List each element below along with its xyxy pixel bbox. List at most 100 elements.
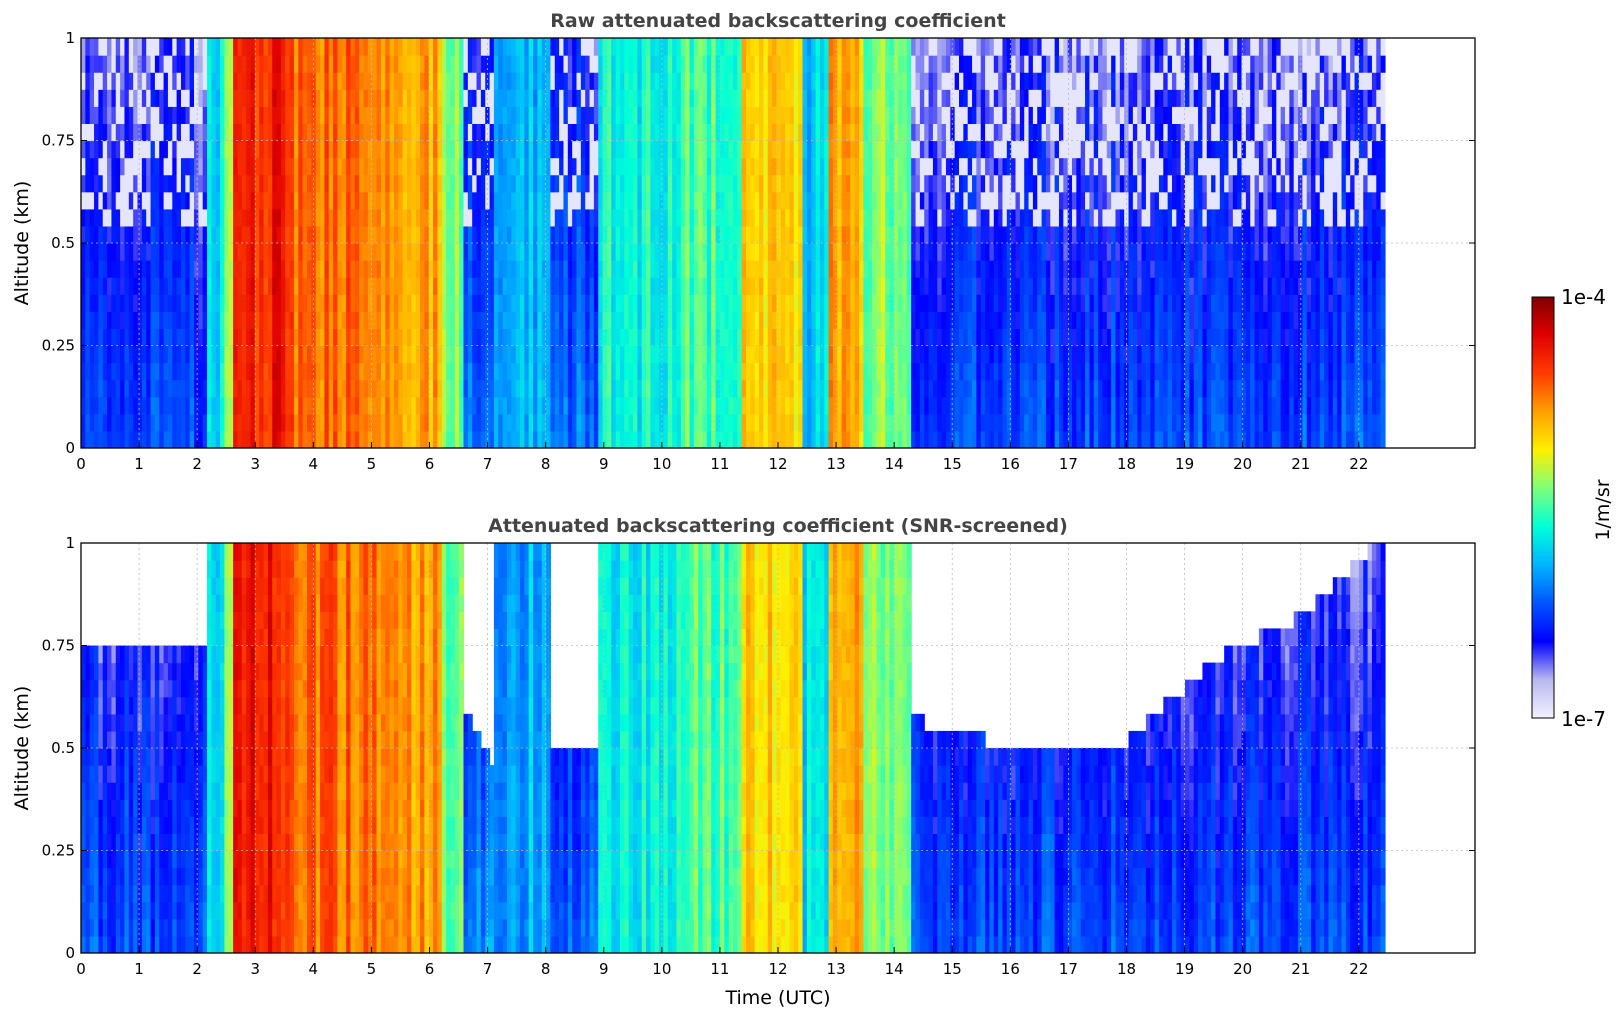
heatmap-cell: [776, 413, 782, 432]
heatmap-cell: [546, 157, 552, 176]
heatmap-cell: [520, 89, 525, 107]
heatmap-cell: [415, 243, 421, 261]
heatmap-cell: [146, 38, 152, 56]
heatmap-cell: [663, 362, 669, 381]
heatmap-cell: [902, 294, 908, 312]
heatmap-cell: [89, 328, 95, 347]
heatmap-cell: [980, 294, 986, 312]
heatmap-cell: [963, 38, 969, 56]
heatmap-cell: [111, 396, 117, 415]
heatmap-cell: [554, 260, 560, 278]
heatmap-cell: [941, 89, 947, 107]
heatmap-cell: [776, 243, 782, 261]
heatmap-cell: [550, 38, 556, 56]
heatmap-cell: [437, 396, 443, 415]
heatmap-cell: [641, 294, 647, 312]
heatmap-cell: [172, 243, 178, 261]
heatmap-cell: [450, 396, 456, 415]
heatmap-cell: [959, 38, 964, 56]
heatmap-cell: [463, 123, 469, 142]
heatmap-cell: [311, 396, 317, 415]
heatmap-cell: [841, 140, 847, 159]
heatmap-cell: [320, 328, 326, 347]
heatmap-cell: [941, 362, 947, 381]
heatmap-cell: [415, 345, 421, 364]
heatmap-cell: [928, 430, 934, 448]
heatmap-cell: [94, 191, 99, 210]
heatmap-cell: [780, 123, 786, 142]
heatmap-cell: [841, 328, 847, 347]
heatmap-cell: [220, 191, 226, 210]
heatmap-cell: [120, 413, 126, 432]
heatmap-cell: [428, 140, 434, 159]
heatmap-cell: [550, 396, 556, 415]
heatmap-cell: [763, 38, 769, 56]
heatmap-cell: [302, 260, 308, 278]
heatmap-cell: [433, 396, 439, 415]
heatmap-cell: [659, 72, 665, 90]
heatmap-cell: [411, 243, 417, 261]
heatmap-cell: [533, 311, 538, 330]
heatmap-cell: [633, 174, 638, 193]
heatmap-cell: [980, 413, 986, 432]
heatmap-cell: [341, 345, 347, 364]
heatmap-cell: [832, 379, 838, 398]
heatmap-cell: [454, 191, 460, 210]
heatmap-cell: [928, 208, 934, 227]
heatmap-cell: [876, 379, 882, 398]
heatmap-cell: [554, 294, 560, 312]
heatmap-cell: [237, 89, 243, 107]
heatmap-cell: [663, 174, 669, 193]
heatmap-cell: [619, 260, 625, 278]
heatmap-cell: [376, 191, 382, 210]
heatmap-cell: [476, 345, 482, 364]
heatmap-cell: [963, 345, 969, 364]
heatmap-cell: [428, 294, 434, 312]
heatmap-cell: [81, 89, 86, 107]
heatmap-cell: [589, 362, 595, 381]
heatmap-cell: [324, 89, 330, 107]
heatmap-cell: [589, 311, 595, 330]
heatmap-cell: [137, 345, 143, 364]
heatmap-cell: [380, 294, 386, 312]
heatmap-cell: [346, 413, 352, 432]
heatmap-cell: [293, 208, 299, 227]
heatmap-cell: [467, 140, 473, 159]
heatmap-cell: [563, 72, 569, 90]
heatmap-cell: [959, 260, 964, 278]
heatmap-cell: [554, 208, 560, 227]
heatmap-cell: [780, 311, 786, 330]
heatmap-cell: [211, 106, 217, 125]
heatmap-cell: [146, 157, 152, 176]
heatmap-cell: [511, 413, 517, 432]
heatmap-cell: [220, 311, 226, 330]
heatmap-cell: [393, 225, 399, 244]
heatmap-cell: [902, 328, 908, 347]
heatmap-cell: [685, 55, 691, 73]
heatmap-cell: [598, 123, 604, 142]
heatmap-cell: [372, 55, 378, 73]
heatmap-cell: [554, 243, 560, 261]
heatmap-cell: [789, 396, 795, 415]
heatmap-cell: [398, 123, 404, 142]
heatmap-cell: [406, 277, 412, 295]
heatmap-cell: [89, 123, 95, 142]
heatmap-cell: [606, 260, 612, 278]
heatmap-cell: [763, 140, 769, 159]
heatmap-cell: [846, 294, 851, 312]
heatmap-cell: [437, 277, 443, 295]
heatmap-cell: [198, 157, 204, 176]
heatmap-cell: [528, 362, 534, 381]
heatmap-cell: [328, 38, 334, 56]
heatmap-cell: [498, 413, 504, 432]
heatmap-cell: [102, 174, 108, 193]
heatmap-cell: [906, 328, 912, 347]
heatmap-cell: [324, 413, 330, 432]
heatmap-cell: [793, 72, 799, 90]
heatmap-cell: [267, 89, 273, 107]
heatmap-cell: [354, 38, 360, 56]
heatmap-cell: [94, 243, 99, 261]
heatmap-cell: [120, 191, 126, 210]
heatmap-cell: [598, 243, 604, 261]
heatmap-cell: [272, 413, 278, 432]
